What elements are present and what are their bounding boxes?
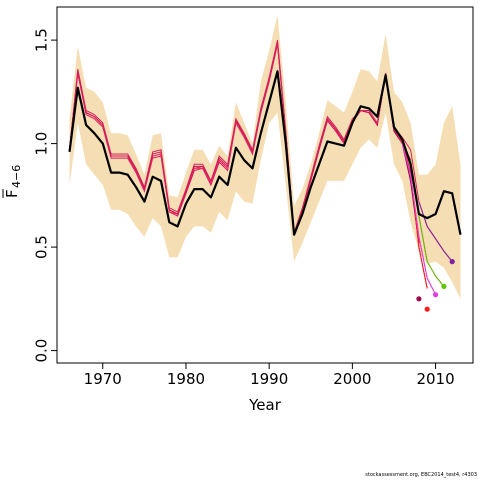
y-axis-title: F 4−6 <box>2 165 23 198</box>
x-tick-label-2000: 2000 <box>333 370 371 388</box>
x-tick-label-1980: 1980 <box>167 370 205 388</box>
confidence-band <box>69 15 461 299</box>
x-tick-label-2010: 2010 <box>416 370 454 388</box>
footer-credit: stockassessment.org, EBC2014_test4, r430… <box>365 472 477 478</box>
peel-endpoint-3 <box>433 292 439 298</box>
y-tick-label-2: 1.0 <box>33 132 51 156</box>
peel-endpoint-4 <box>441 283 447 289</box>
y-axis: 0.0 0.5 1.0 1.5 <box>33 28 57 363</box>
x-tick-label-1970: 1970 <box>84 370 122 388</box>
peel-endpoint-1 <box>416 296 422 302</box>
peel-endpoint-5 <box>449 259 455 265</box>
retro-tail-3 <box>401 143 437 295</box>
y-tick-label-0: 0.0 <box>33 339 51 363</box>
main-layer <box>68 70 462 236</box>
main-series-line <box>68 70 462 236</box>
plot-frame <box>56 6 474 364</box>
y-tick-label-3: 1.5 <box>33 28 51 52</box>
y-axis-title-main: F <box>3 189 21 198</box>
band-layer <box>69 15 461 299</box>
peel-endpoint-2 <box>424 306 430 312</box>
y-axis-title-sub: 4−6 <box>10 165 23 188</box>
retro-layer <box>69 39 453 295</box>
y-tick-label-1: 0.5 <box>33 235 51 259</box>
points-layer <box>416 259 455 312</box>
x-tick-label-1990: 1990 <box>250 370 288 388</box>
retro-tail-5 <box>418 201 453 262</box>
x-axis-title: Year <box>248 396 282 414</box>
x-axis: 1970 1980 1990 2000 2010 <box>84 363 455 388</box>
